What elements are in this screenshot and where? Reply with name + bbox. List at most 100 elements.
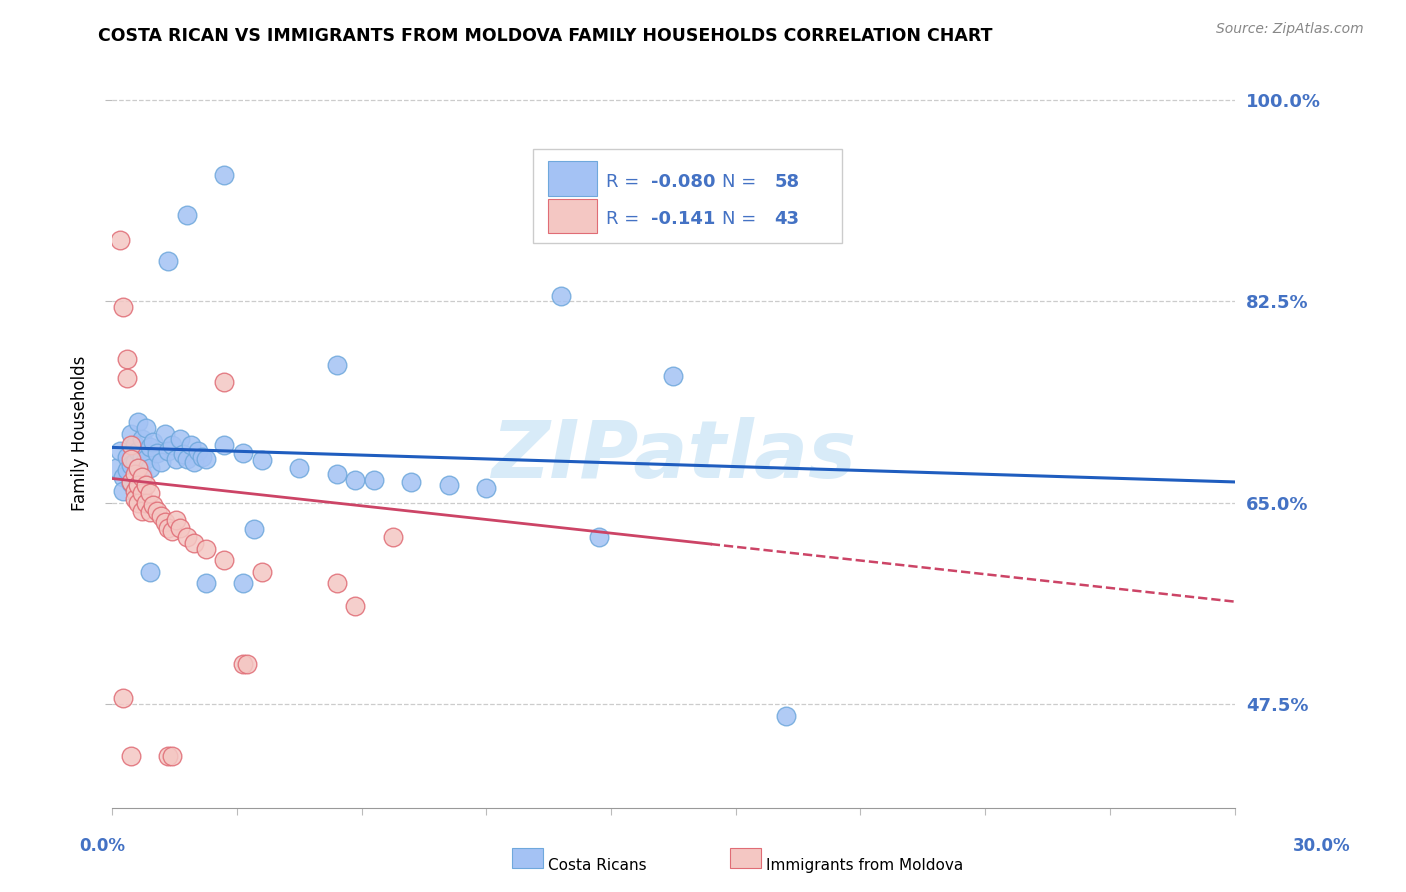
Point xyxy=(124,469,146,483)
Point xyxy=(169,433,191,447)
Text: N =: N = xyxy=(721,210,762,228)
Point xyxy=(120,426,142,441)
Point xyxy=(176,530,198,544)
Point xyxy=(124,492,146,507)
Point xyxy=(112,484,135,499)
Point xyxy=(124,484,146,499)
Point xyxy=(120,438,142,452)
Point xyxy=(165,451,187,466)
Point xyxy=(160,524,183,539)
Point xyxy=(183,455,205,469)
Point xyxy=(194,576,217,591)
Point xyxy=(160,438,183,452)
Text: 0.0%: 0.0% xyxy=(80,837,125,855)
Point xyxy=(153,426,176,441)
Point xyxy=(288,461,311,475)
Point xyxy=(183,536,205,550)
Point xyxy=(214,438,236,452)
Point xyxy=(115,371,138,385)
Point xyxy=(176,451,198,466)
Point xyxy=(138,505,160,519)
Point xyxy=(135,451,157,466)
Point xyxy=(157,521,180,535)
Point xyxy=(243,522,266,536)
Point xyxy=(149,509,172,524)
Text: -0.141: -0.141 xyxy=(651,210,716,228)
Point xyxy=(124,467,146,481)
Point xyxy=(115,463,138,477)
Point xyxy=(124,455,146,469)
Point xyxy=(127,496,149,510)
Point xyxy=(131,486,153,500)
Point xyxy=(325,467,347,481)
Point xyxy=(194,541,217,556)
Point xyxy=(194,451,217,466)
Point xyxy=(112,691,135,706)
Point xyxy=(127,443,149,458)
Point xyxy=(232,576,254,591)
Point xyxy=(232,657,254,671)
Point xyxy=(250,453,273,467)
Point xyxy=(475,481,498,495)
Text: COSTA RICAN VS IMMIGRANTS FROM MOLDOVA FAMILY HOUSEHOLDS CORRELATION CHART: COSTA RICAN VS IMMIGRANTS FROM MOLDOVA F… xyxy=(98,27,993,45)
Point xyxy=(325,576,347,591)
Point xyxy=(108,443,131,458)
Point xyxy=(172,447,194,461)
Point xyxy=(135,496,157,510)
FancyBboxPatch shape xyxy=(548,199,598,233)
Point xyxy=(250,565,273,579)
Point xyxy=(381,530,404,544)
Point xyxy=(187,443,209,458)
Point xyxy=(131,504,153,518)
Text: -0.080: -0.080 xyxy=(651,172,716,191)
Point xyxy=(401,475,423,489)
Point xyxy=(120,458,142,472)
Point xyxy=(127,461,149,475)
Point xyxy=(662,369,685,384)
Y-axis label: Family Households: Family Households xyxy=(72,356,89,511)
Point xyxy=(169,521,191,535)
Point xyxy=(138,461,160,475)
Point xyxy=(108,233,131,247)
Point xyxy=(165,513,187,527)
Point xyxy=(104,461,127,475)
Point xyxy=(191,450,214,464)
Point xyxy=(142,498,165,512)
Point xyxy=(160,748,183,763)
Text: Source: ZipAtlas.com: Source: ZipAtlas.com xyxy=(1216,22,1364,37)
Text: 58: 58 xyxy=(775,172,800,191)
Point xyxy=(146,446,169,460)
Point xyxy=(180,438,202,452)
Point xyxy=(232,446,254,460)
Text: N =: N = xyxy=(721,172,762,191)
Point xyxy=(236,657,259,671)
Text: R =: R = xyxy=(606,172,645,191)
Point xyxy=(588,530,610,544)
Point xyxy=(138,565,160,579)
Point xyxy=(115,450,138,464)
Point xyxy=(112,300,135,314)
Point xyxy=(124,438,146,452)
Point xyxy=(138,441,160,455)
Point xyxy=(153,515,176,529)
Point xyxy=(437,478,460,492)
Point xyxy=(127,478,149,492)
Text: R =: R = xyxy=(606,210,645,228)
Point xyxy=(325,358,347,372)
Point xyxy=(131,450,153,464)
Point xyxy=(149,455,172,469)
Point xyxy=(131,433,153,447)
Point xyxy=(120,748,142,763)
Point xyxy=(120,475,142,489)
Point xyxy=(775,708,797,723)
Point xyxy=(157,748,180,763)
FancyBboxPatch shape xyxy=(533,149,842,243)
FancyBboxPatch shape xyxy=(548,161,598,195)
Point xyxy=(146,504,169,518)
Text: Immigrants from Moldova: Immigrants from Moldova xyxy=(766,858,963,872)
Point xyxy=(344,599,367,614)
Point xyxy=(176,208,198,222)
Text: 43: 43 xyxy=(775,210,800,228)
Point xyxy=(131,470,153,484)
Point xyxy=(131,467,153,481)
